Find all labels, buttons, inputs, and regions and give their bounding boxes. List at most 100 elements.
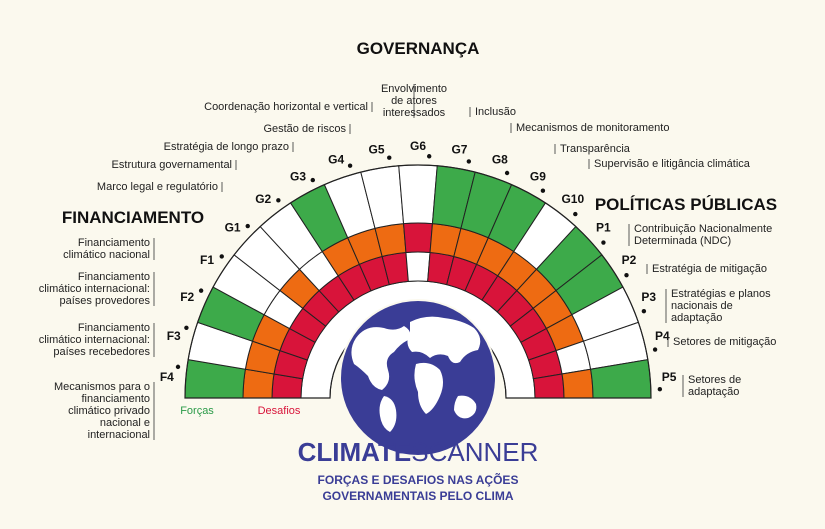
label-line: Mecanismos de monitoramento: [516, 122, 669, 134]
label-line: Coordenação horizontal e vertical: [204, 101, 368, 113]
dot-p4: [652, 347, 658, 352]
label-line: Transparência: [560, 143, 631, 155]
segment-labels: Mecanismos para ofinanciamentoclimático …: [39, 83, 777, 441]
dot-g10: [573, 211, 578, 217]
code-g5: G5: [369, 142, 385, 156]
label-line: internacional: [88, 429, 150, 441]
dot-p2: [624, 272, 629, 278]
label-line: adaptação: [671, 312, 722, 324]
code-g3: G3: [290, 169, 306, 183]
brand-wordmark: CLIMATESCANNER: [298, 437, 539, 467]
dot-p1: [601, 240, 606, 245]
label-line: Marco legal e regulatório: [97, 181, 218, 193]
dot-p5: [657, 386, 663, 392]
dot-g3: [310, 177, 315, 183]
code-g1: G1: [225, 220, 241, 234]
ring-cell-p5-2: [561, 368, 594, 399]
label-line: Inclusão: [475, 106, 516, 118]
code-g10: G10: [561, 192, 584, 206]
code-p2: P2: [622, 253, 637, 267]
dot-g8: [504, 170, 510, 176]
label-line: Financiamento: [78, 271, 150, 283]
label-g7: Inclusão: [469, 106, 516, 118]
code-g8: G8: [492, 153, 508, 167]
label-g3: Estratégia de longo prazo: [164, 141, 294, 153]
code-p4: P4: [655, 329, 670, 343]
dot-g2: [276, 198, 281, 203]
label-line: climático nacional: [63, 249, 150, 261]
section-politicas: POLÍTICAS PÚBLICAS: [595, 195, 777, 214]
label-g2: Estrutura governamental: [112, 159, 237, 171]
label-f4: Mecanismos para ofinanciamentoclimático …: [54, 381, 155, 441]
code-g6: G6: [410, 139, 426, 153]
label-line: Estratégia de mitigação: [652, 263, 767, 275]
label-g8: Mecanismos de monitoramento: [510, 122, 669, 134]
label-line: Setores de: [688, 374, 741, 386]
label-p4: Setores de mitigação: [667, 336, 776, 348]
label-g4: Gestão de riscos: [263, 123, 351, 135]
label-line: Setores de mitigação: [673, 336, 776, 348]
label-p2: Estratégia de mitigação: [646, 263, 767, 275]
label-line: Financiamento: [78, 322, 150, 334]
label-g5: Coordenação horizontal e vertical: [204, 101, 373, 113]
dot-g6: [426, 154, 432, 159]
dot-g1: [245, 223, 250, 229]
dot-g5: [387, 155, 392, 160]
label-line: países provedores: [60, 295, 151, 307]
label-line: climático privado: [68, 405, 150, 417]
label-line: Estratégias e planos: [671, 288, 771, 300]
dot-g4: [347, 163, 353, 168]
code-g4: G4: [328, 153, 344, 167]
label-line: Estratégia de longo prazo: [164, 141, 289, 153]
label-line: países recebedores: [53, 346, 150, 358]
section-governanca: GOVERNANÇA: [357, 39, 480, 58]
code-f1: F1: [200, 253, 214, 267]
brand-light: SCANNER: [411, 437, 538, 467]
brand-bold: CLIMATE: [298, 437, 412, 467]
globe-icon: [339, 299, 497, 457]
code-p3: P3: [641, 290, 656, 304]
tagline-line1: FORÇAS E DESAFIOS NAS AÇÕES: [318, 472, 519, 487]
label-line: adaptação: [688, 386, 739, 398]
section-financiamento: FINANCIAMENTO: [62, 208, 204, 227]
code-f4: F4: [160, 370, 174, 384]
dot-g9: [540, 188, 546, 193]
dot-f3: [184, 325, 189, 330]
code-f2: F2: [180, 290, 194, 304]
ring-cell-g6-3: [398, 164, 438, 225]
segment-codes: F4 F3 F2 F1 G1 G2 G3 G4 G5 G6 G7 G8 G9 G10 P1 P2 P3 P4 P5: [160, 139, 677, 392]
legend-forcas: Forças: [180, 405, 214, 417]
dot-g7: [466, 159, 472, 164]
label-line: Mecanismos para o: [54, 381, 150, 393]
code-g9: G9: [530, 169, 546, 183]
label-line: nacional e: [100, 417, 150, 429]
code-f3: F3: [167, 329, 181, 343]
dot-f1: [219, 254, 224, 259]
ring-cell-g6-1: [405, 251, 431, 282]
label-line: climático internacional:: [39, 334, 150, 346]
label-g9: Transparência: [554, 143, 631, 155]
ring-cell-p5-1: [532, 373, 565, 399]
label-line: Gestão de riscos: [263, 123, 346, 135]
label-line: Contribuição Nacionalmente: [634, 223, 772, 235]
dot-f2: [198, 288, 204, 293]
tagline-line2: GOVERNAMENTAIS PELO CLIMA: [322, 489, 513, 503]
code-g2: G2: [255, 192, 271, 206]
label-line: Financiamento: [78, 237, 150, 249]
label-line: climático internacional:: [39, 283, 150, 295]
label-line: Determinada (NDC): [634, 235, 731, 247]
code-p1: P1: [596, 220, 611, 234]
label-g10: Supervisão e litigância climática: [588, 158, 751, 170]
label-line: Supervisão e litigância climática: [594, 158, 751, 170]
code-p5: P5: [662, 370, 677, 384]
label-line: nacionais de: [671, 300, 733, 312]
ring-cell-g6-2: [403, 222, 433, 254]
